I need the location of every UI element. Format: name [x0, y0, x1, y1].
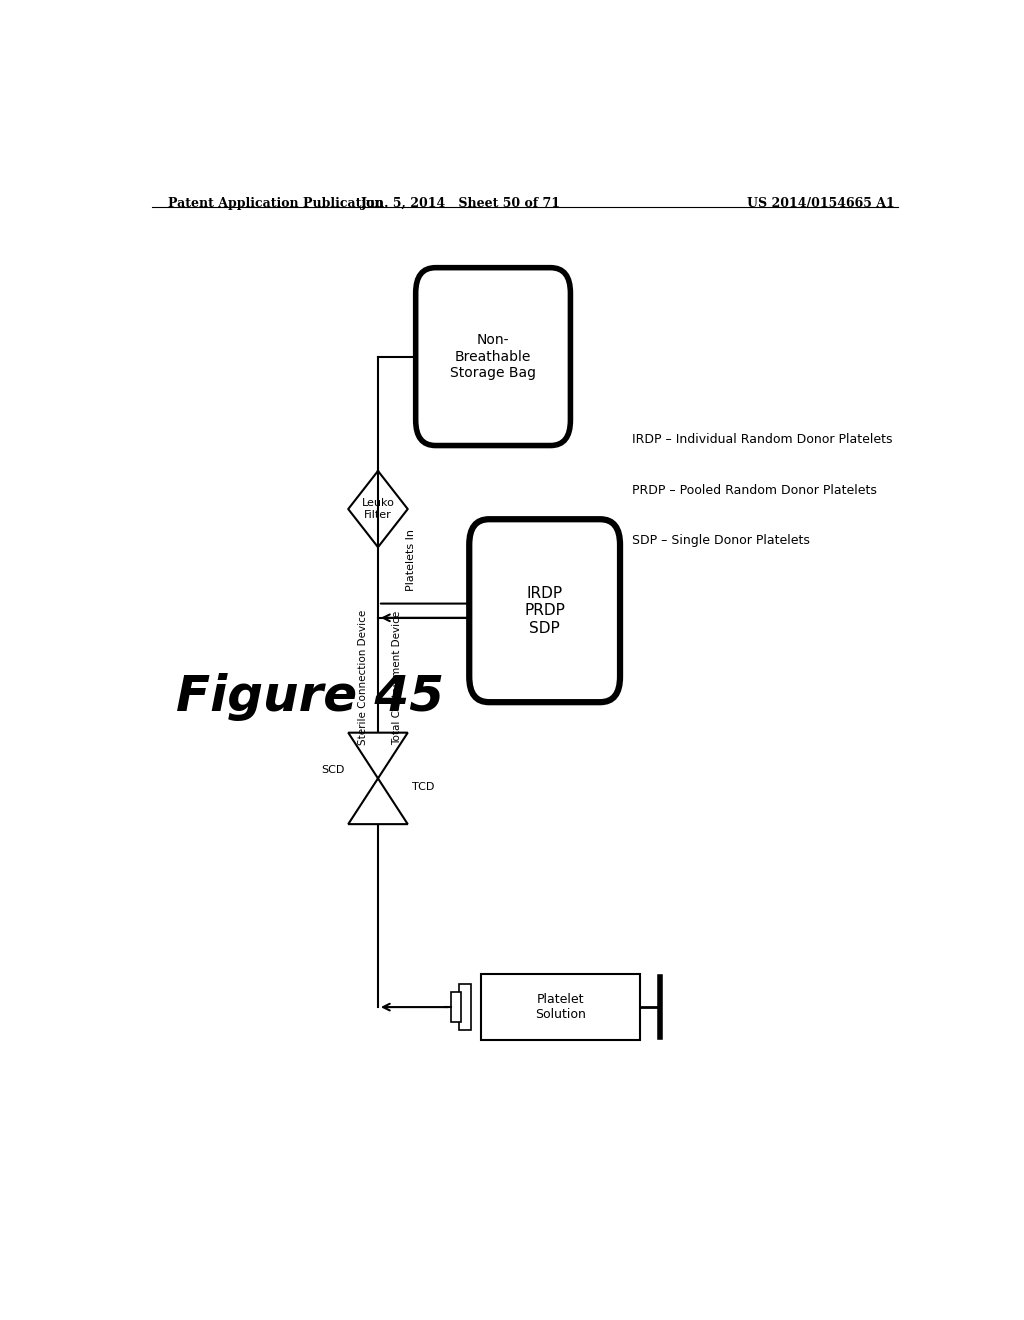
Text: Patent Application Publication: Patent Application Publication: [168, 197, 383, 210]
Polygon shape: [348, 779, 408, 824]
Text: US 2014/0154665 A1: US 2014/0154665 A1: [748, 197, 895, 210]
Text: IRDP – Individual Random Donor Platelets: IRDP – Individual Random Donor Platelets: [632, 433, 893, 446]
FancyBboxPatch shape: [469, 519, 620, 702]
Text: Total Containment Device: Total Containment Device: [392, 611, 402, 746]
FancyBboxPatch shape: [416, 268, 570, 446]
Bar: [459, 983, 471, 1030]
Text: IRDP
PRDP
SDP: IRDP PRDP SDP: [524, 586, 565, 636]
Text: TCD: TCD: [412, 781, 434, 792]
Text: SDP – Single Donor Platelets: SDP – Single Donor Platelets: [632, 535, 810, 548]
Bar: [481, 974, 640, 1040]
Bar: [451, 993, 461, 1022]
Text: Figure 45: Figure 45: [176, 673, 443, 721]
Text: Sterile Connection Device: Sterile Connection Device: [358, 610, 369, 746]
Text: Non-
Breathable
Storage Bag: Non- Breathable Storage Bag: [451, 334, 536, 380]
Text: Platelet
Solution: Platelet Solution: [536, 993, 586, 1022]
Text: PRDP – Pooled Random Donor Platelets: PRDP – Pooled Random Donor Platelets: [632, 483, 877, 496]
Text: Platelets In: Platelets In: [406, 529, 416, 591]
Text: Jun. 5, 2014   Sheet 50 of 71: Jun. 5, 2014 Sheet 50 of 71: [361, 197, 561, 210]
Polygon shape: [348, 733, 408, 779]
Text: SCD: SCD: [321, 766, 344, 775]
Text: Leuko
Filter: Leuko Filter: [361, 498, 394, 520]
